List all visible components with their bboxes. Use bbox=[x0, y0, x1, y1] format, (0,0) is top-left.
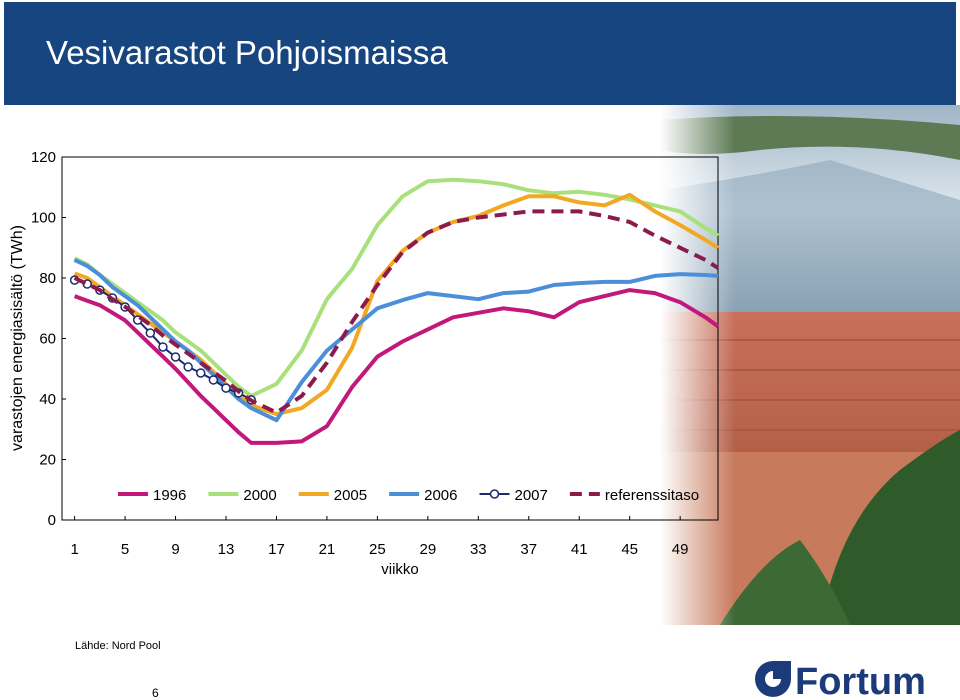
y-tick-label: 0 bbox=[48, 512, 56, 529]
legend-label: 2006 bbox=[424, 487, 457, 504]
x-tick-label: 45 bbox=[621, 541, 638, 558]
y-tick-label: 80 bbox=[39, 270, 56, 287]
photo bbox=[660, 105, 960, 625]
point bbox=[221, 383, 231, 393]
point bbox=[145, 328, 156, 338]
page-number: 6 bbox=[152, 686, 159, 700]
series-line bbox=[73, 209, 720, 415]
x-tick-label: 5 bbox=[121, 541, 129, 558]
x-tick-label: 17 bbox=[268, 541, 285, 558]
source: Lähde: Nord Pool bbox=[75, 640, 161, 652]
x-tick-label: 41 bbox=[571, 541, 588, 558]
series-line bbox=[73, 258, 719, 423]
legend-label: 2005 bbox=[334, 487, 367, 504]
logo: Fortum bbox=[755, 661, 926, 700]
point bbox=[170, 352, 181, 362]
y-tick-label: 20 bbox=[39, 452, 56, 469]
series-line bbox=[73, 177, 720, 398]
x-tick-label: 33 bbox=[470, 541, 487, 558]
x-tick-label: 13 bbox=[218, 541, 235, 558]
y-tick-label: 100 bbox=[31, 210, 56, 227]
legend-label: referenssitaso bbox=[605, 487, 699, 504]
series-line bbox=[73, 192, 720, 417]
x-tick-label: 37 bbox=[520, 541, 537, 558]
y-tick-label: 60 bbox=[39, 331, 56, 348]
point bbox=[208, 375, 219, 385]
x-tick-label: 21 bbox=[319, 541, 336, 558]
legend-marker bbox=[489, 489, 500, 499]
series-line bbox=[73, 288, 720, 445]
legend-label: 2007 bbox=[515, 487, 548, 504]
point bbox=[158, 342, 168, 352]
slide-title: Vesivarastot Pohjoismaissa bbox=[46, 34, 448, 71]
point bbox=[196, 368, 206, 378]
x-tick-label: 9 bbox=[171, 541, 179, 558]
logo-text: Fortum bbox=[795, 661, 926, 700]
x-tick-label: 29 bbox=[420, 541, 437, 558]
y-tick-label: 120 bbox=[31, 149, 56, 166]
legend-label: 1996 bbox=[153, 487, 186, 504]
y-axis-label: varastojen energiasisältö (TWh) bbox=[9, 225, 26, 451]
y-tick-label: 40 bbox=[39, 391, 56, 408]
x-tick-label: 1 bbox=[70, 541, 78, 558]
point bbox=[183, 362, 193, 372]
x-axis-label: viikko bbox=[381, 561, 419, 578]
legend-label: 2000 bbox=[243, 487, 276, 504]
x-tick-label: 49 bbox=[672, 541, 689, 558]
x-tick-label: 25 bbox=[369, 541, 386, 558]
header-band bbox=[4, 2, 956, 105]
